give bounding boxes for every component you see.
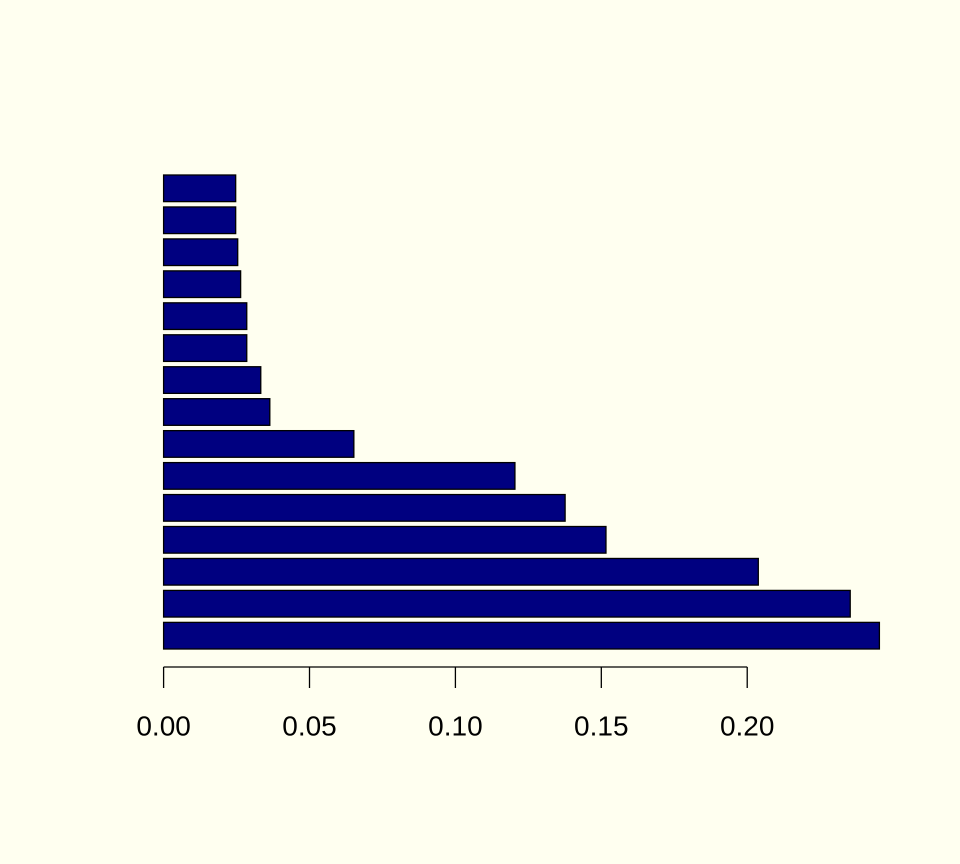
bar [162, 461, 516, 490]
x-tick-label: 0.10 [428, 710, 483, 741]
x-tick-label: 0.05 [282, 710, 337, 741]
bar [162, 621, 881, 650]
bar [162, 493, 566, 522]
bar [162, 525, 607, 554]
bar [162, 366, 262, 395]
bar [162, 589, 851, 618]
x-tick-label: 0.20 [720, 710, 775, 741]
bar [162, 398, 271, 426]
x-tick-label: 0.15 [574, 710, 629, 741]
bar [162, 206, 237, 235]
x-tick-label: 0.00 [136, 710, 191, 741]
bar [162, 557, 759, 586]
bar [162, 429, 355, 458]
bar [162, 334, 248, 363]
bar [162, 238, 239, 267]
bar [162, 302, 248, 331]
bar [162, 270, 242, 299]
bar [162, 174, 237, 203]
